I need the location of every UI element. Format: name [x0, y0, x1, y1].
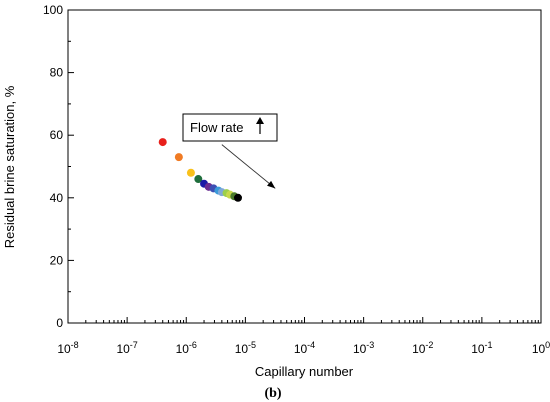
x-tick-label: 10-5	[235, 340, 256, 356]
x-tick-label: 100	[532, 340, 550, 356]
data-point	[174, 153, 183, 162]
annotation-text: Flow rate	[190, 120, 243, 135]
annotation-box	[182, 113, 278, 142]
data-point	[194, 175, 203, 184]
data-point	[186, 168, 195, 177]
annotation: Flow rate	[182, 113, 278, 189]
plot-frame	[67, 9, 542, 324]
y-axis-title: Residual brine saturation, %	[2, 85, 17, 248]
data-point	[158, 138, 167, 147]
y-tick-label: 40	[50, 191, 64, 205]
x-tick-label: 10-7	[116, 340, 137, 356]
x-tick-label: 10-8	[57, 340, 78, 356]
up-arrow-head	[256, 117, 264, 124]
annotation-arrow	[221, 144, 276, 189]
up-arrow-icon	[256, 117, 264, 134]
y-tick-label: 80	[50, 66, 64, 80]
y-tick-label: 20	[50, 253, 64, 267]
x-tick-label: 10-3	[353, 340, 374, 356]
x-tick-label: 10-6	[176, 340, 197, 356]
y-tick-label: 0	[56, 316, 63, 330]
data-point	[233, 193, 242, 202]
x-tick-label: 10-1	[471, 340, 492, 356]
x-tick-label: 10-2	[412, 340, 433, 356]
panel-label: (b)	[264, 386, 281, 401]
data-points	[158, 138, 242, 202]
x-axis: 10-8 10-7 10-6 10-5 10-4 10-3 10-2 10-1 100	[57, 317, 550, 356]
x-axis-title: Capillary number	[255, 364, 354, 379]
annotation-arrowhead	[267, 180, 276, 189]
y-tick-label: 100	[43, 3, 63, 17]
plot-area	[67, 9, 542, 324]
y-tick-label: 60	[50, 128, 64, 142]
y-axis: 0 20 40 60 80 100	[43, 3, 74, 330]
x-tick-label: 10-4	[294, 340, 315, 356]
